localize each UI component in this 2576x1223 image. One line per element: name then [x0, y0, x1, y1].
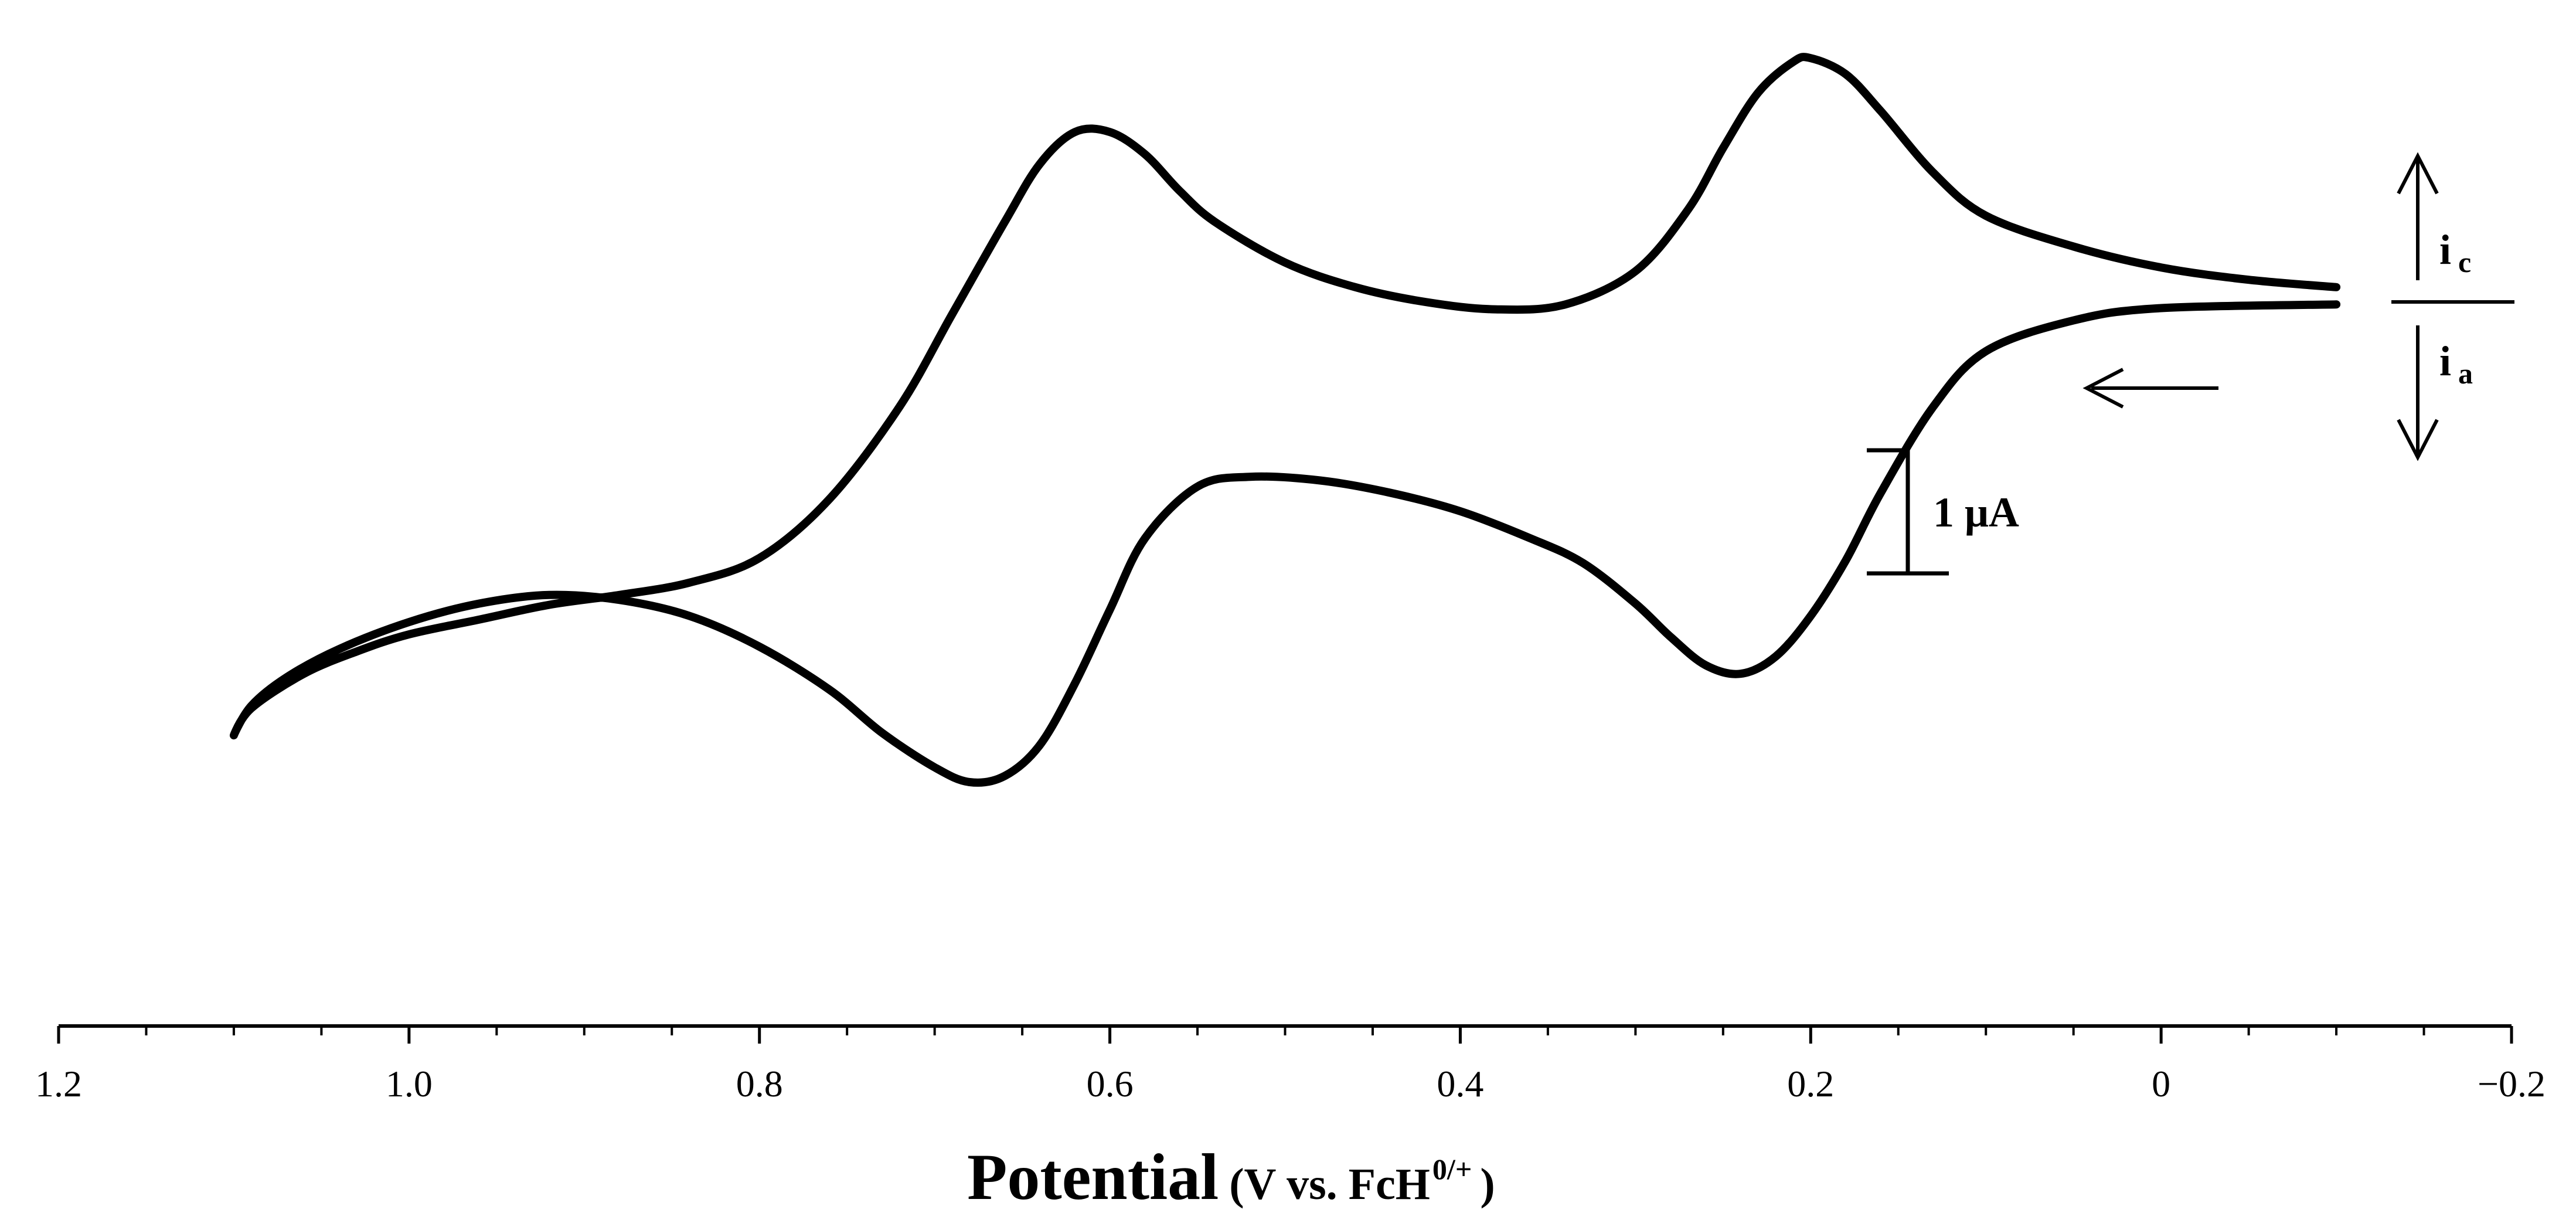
voltammogram-curve — [229, 53, 2341, 787]
sweep-direction-arrow — [2082, 368, 2218, 409]
x-tick-label: 0.4 — [1437, 1063, 1483, 1105]
x-tick-label: 1.2 — [35, 1063, 82, 1105]
x-tick-label: −0.2 — [2478, 1063, 2546, 1105]
x-tick-label: 0.2 — [1787, 1063, 1834, 1105]
x-axis-minor-ticks — [145, 1026, 2425, 1035]
x-tick-label: 0.8 — [736, 1063, 783, 1105]
x-axis-title-main: Potential — [967, 1141, 1219, 1214]
scale-bar: 1 μA — [1867, 448, 2019, 576]
x-axis-title-unit: (V vs. FcH — [1229, 1160, 1430, 1209]
cathodic-arrow-up — [2397, 152, 2439, 280]
anodic-arrow-down — [2397, 325, 2439, 461]
current-direction-indicator: i c i a — [2391, 152, 2514, 461]
x-axis-title: Potential (V vs. FcH 0/+ ) — [967, 1141, 1495, 1214]
x-axis-major-ticks — [57, 1026, 2513, 1044]
x-axis: 1.2 1.0 0.8 0.6 0.4 0.2 0 −0.2 — [35, 1024, 2546, 1105]
x-tick-label: 0 — [2152, 1063, 2170, 1105]
anodic-current-label: i a — [2439, 338, 2473, 390]
x-axis-title-unit-close: ) — [1480, 1160, 1495, 1209]
x-tick-label: 1.0 — [386, 1063, 433, 1105]
x-tick-label: 0.6 — [1087, 1063, 1134, 1105]
x-axis-title-unit-superscript: 0/+ — [1432, 1153, 1472, 1185]
scale-bar-label: 1 μA — [1933, 489, 2019, 536]
cv-trace-line — [229, 53, 2341, 787]
x-axis-tick-labels: 1.2 1.0 0.8 0.6 0.4 0.2 0 −0.2 — [35, 1063, 2546, 1105]
cathodic-current-label: i c — [2439, 226, 2471, 278]
